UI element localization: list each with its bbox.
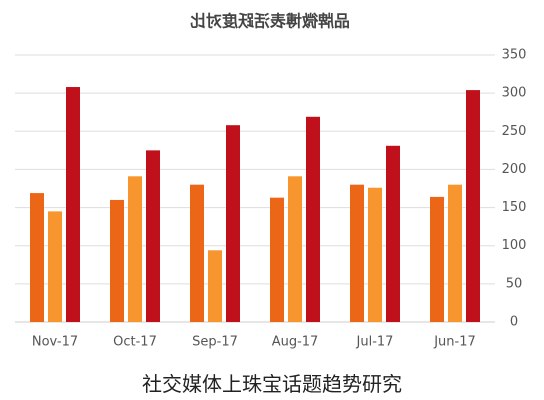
bar: [466, 90, 480, 322]
bar: [110, 199, 124, 322]
bar: [448, 184, 462, 322]
bar: [306, 116, 320, 322]
bar: [368, 187, 382, 322]
y-tick-label: 50: [506, 276, 523, 291]
bar: [288, 176, 302, 322]
bar: [386, 145, 400, 322]
caption-text: 社交媒体上珠宝话题趋势研究: [138, 372, 406, 396]
bar: [146, 150, 160, 322]
x-tick-label: Oct-17: [113, 335, 157, 350]
x-tick-label: Jun-17: [433, 335, 476, 350]
bar: [270, 197, 284, 322]
bar: [66, 87, 80, 322]
y-tick-label: 200: [502, 162, 527, 177]
bar: [350, 184, 364, 322]
x-tick-label: Aug-17: [272, 335, 319, 350]
y-tick-label: 100: [502, 238, 527, 253]
x-tick-label: Sep-17: [192, 335, 238, 350]
caption: 社交媒体上珠宝话题趋势研究: [0, 368, 544, 397]
chart-title: 品牌微博表活跃度对比: [190, 12, 350, 31]
y-tick-label: 0: [510, 315, 518, 330]
x-tick-label: Jul-17: [356, 335, 394, 350]
bar: [226, 125, 240, 322]
y-tick-label: 300: [502, 86, 527, 101]
bar: [430, 196, 444, 322]
bar: [48, 211, 62, 322]
bar: [190, 184, 204, 322]
bar: [208, 250, 222, 322]
x-tick-label: Nov-17: [32, 335, 78, 350]
y-tick-label: 350: [502, 48, 527, 63]
y-tick-label: 250: [502, 124, 527, 139]
bar: [128, 176, 142, 322]
bar: [30, 193, 44, 322]
y-tick-label: 150: [502, 200, 527, 215]
